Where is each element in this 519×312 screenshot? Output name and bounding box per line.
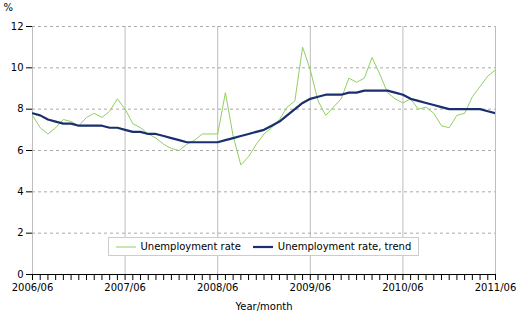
svg-text:6: 6 [17,145,23,156]
svg-text:%: % [4,2,14,13]
svg-text:4: 4 [17,186,23,197]
svg-text:10: 10 [11,62,24,73]
svg-text:2: 2 [17,227,23,238]
svg-text:2009/06: 2009/06 [290,282,332,293]
svg-text:2010/06: 2010/06 [382,282,424,293]
svg-text:Year/month: Year/month [235,301,293,312]
svg-text:0: 0 [17,269,23,280]
svg-text:12: 12 [11,21,24,32]
svg-text:2006/06: 2006/06 [12,282,54,293]
svg-text:2008/06: 2008/06 [197,282,239,293]
svg-text:2007/06: 2007/06 [104,282,146,293]
svg-text:2011/06: 2011/06 [475,282,517,293]
svg-text:8: 8 [17,103,23,114]
html-text:Unemployment rate, trend: Unemployment rate, trend [277,241,412,252]
html-text:Unemployment rate: Unemployment rate [140,241,241,252]
